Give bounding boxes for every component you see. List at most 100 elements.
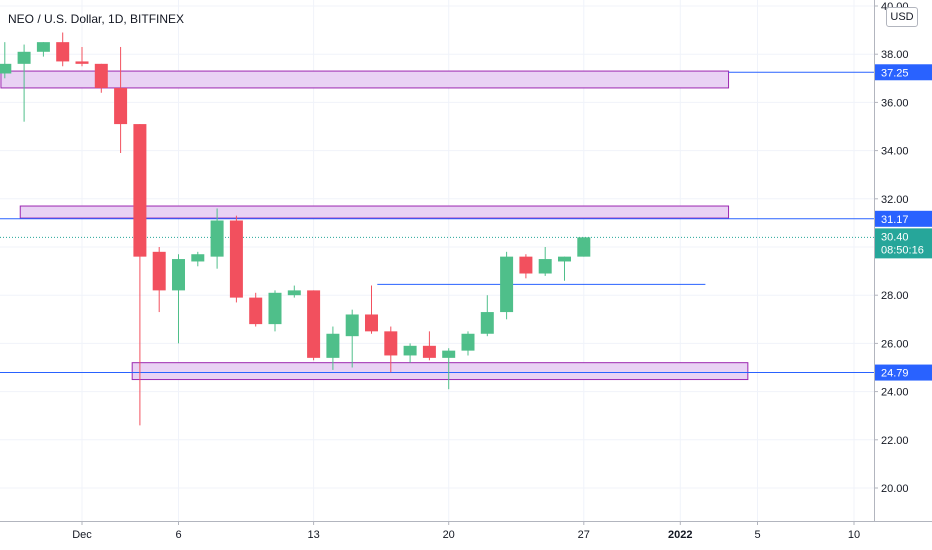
x-tick-label: 6 (175, 529, 181, 541)
candle-body (519, 256, 533, 274)
last-price-tag-text: 08:50:16 (881, 244, 924, 256)
candle (229, 215, 243, 303)
y-tick-label: 24.00 (881, 387, 909, 399)
horizontal-lines (0, 71, 874, 374)
candle (114, 46, 128, 154)
candle (461, 331, 475, 356)
candle (519, 254, 533, 279)
candle (249, 292, 263, 327)
candle-body (326, 333, 340, 358)
candle (172, 254, 185, 344)
candle-body (558, 256, 571, 262)
candle-body (268, 292, 282, 325)
candle (94, 63, 108, 93)
candle-body (210, 220, 224, 257)
y-tick-label: 20.00 (881, 483, 909, 495)
hline-price-tag-1-text: 31.17 (881, 214, 909, 226)
candle-body (114, 87, 128, 125)
candle-body (442, 350, 456, 358)
time-axis[interactable]: Dec 6 13 20 27 2022 5 10 (0, 521, 932, 541)
y-tick-label: 34.00 (881, 146, 909, 158)
candle-body (307, 290, 321, 358)
x-tick-label: 5 (754, 529, 760, 541)
candle (191, 251, 205, 267)
y-tick-label: 32.00 (881, 194, 909, 206)
candle (75, 46, 89, 67)
y-tick-label: 26.00 (881, 338, 909, 350)
currency-button[interactable]: USD (886, 7, 918, 27)
hline-price-tag-1: 31.17 (875, 210, 932, 227)
candle (326, 326, 340, 370)
candle (133, 124, 147, 426)
candle-body (403, 345, 417, 356)
candle-body (500, 256, 514, 313)
candle (56, 32, 70, 67)
chart-title: NEO / U.S. Dollar, 1D, BITFINEX (8, 12, 184, 26)
hline-price-tag-1-bg (875, 210, 932, 227)
candle-body (17, 51, 31, 64)
candle-body (365, 314, 378, 332)
candle-body (152, 251, 166, 291)
candle-body (94, 63, 108, 88)
candle-body (229, 220, 243, 298)
hline-price-tag-2-bg (875, 364, 932, 381)
candle-body (172, 259, 185, 291)
hline-price-tag-0: 37.25 (875, 64, 932, 81)
last-price-tag-text: 30.40 (881, 231, 909, 243)
hline-price-tag-0-text: 37.25 (881, 67, 909, 79)
candle-body (0, 63, 12, 74)
candle-body (538, 259, 552, 274)
x-tick-label: Dec (72, 529, 92, 541)
candle-body (191, 254, 205, 262)
support-resistance-zones (0, 70, 749, 381)
candle (480, 295, 494, 337)
hline-price-tag-2-text: 24.79 (881, 368, 909, 380)
candle-body (75, 61, 89, 64)
candle-body (56, 42, 70, 62)
candle (558, 256, 571, 281)
candle (152, 247, 166, 313)
hline-price-tag-2: 24.79 (875, 364, 932, 381)
candle-body (249, 297, 263, 325)
y-tick-label: 38.00 (881, 49, 909, 61)
candle (577, 237, 591, 257)
candle-body (461, 333, 475, 351)
candle (17, 44, 31, 122)
candle (403, 343, 417, 363)
candle (36, 42, 50, 57)
y-tick-label: 36.00 (881, 97, 909, 109)
x-tick-label: 20 (443, 529, 455, 541)
x-tick-label: 13 (307, 529, 319, 541)
candle (345, 309, 359, 368)
price-axis[interactable]: 20.0022.0024.0026.0028.0030.0032.0034.00… (874, 0, 909, 521)
candle-body (577, 237, 591, 257)
candle-body (36, 42, 50, 52)
y-tick-label: 22.00 (881, 435, 909, 447)
candle (442, 348, 456, 390)
candle (268, 290, 282, 332)
candle (287, 285, 301, 298)
zone-2[interactable] (131, 362, 749, 381)
x-tick-label: 2022 (668, 529, 692, 541)
zone-1[interactable] (19, 205, 730, 219)
last-price-tag-bg (875, 228, 932, 259)
candle-body (422, 345, 436, 358)
zone-0[interactable] (0, 70, 730, 89)
candles (0, 32, 591, 426)
candle-body (384, 331, 398, 356)
candle (500, 251, 514, 320)
candle (0, 42, 12, 79)
candle-body (345, 314, 359, 337)
candle (384, 326, 398, 373)
candle-body (287, 290, 301, 296)
y-tick-label: 28.00 (881, 290, 909, 302)
x-tick-label: 10 (848, 529, 860, 541)
candle (365, 285, 378, 334)
hline-price-tag-0-bg (875, 64, 932, 81)
candle-body (133, 124, 147, 257)
candle (538, 247, 552, 276)
candle-body (480, 312, 494, 334)
candle (307, 290, 321, 361)
